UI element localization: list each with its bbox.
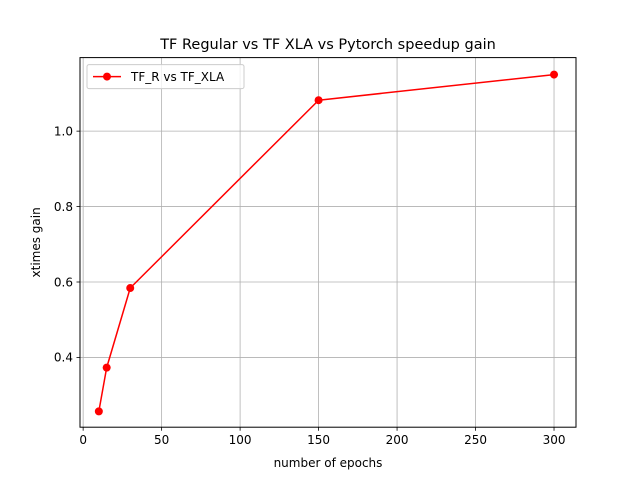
y-axis-label: xtimes gain — [29, 207, 43, 277]
chart-title: TF Regular vs TF XLA vs Pytorch speedup … — [159, 37, 496, 53]
data-point — [314, 96, 323, 105]
axis-ticks: 0 50 100 150 200 250 300 0.4 0.6 0.8 1.0 — [54, 124, 566, 447]
y-tick-label: 0.6 — [54, 275, 73, 289]
x-tick-label: 100 — [229, 433, 252, 447]
legend-series-label: TF_R vs TF_XLA — [130, 70, 225, 84]
y-tick-label: 0.4 — [54, 351, 73, 365]
data-point — [102, 363, 111, 372]
y-tick-label: 0.8 — [54, 200, 73, 214]
x-tick-label: 300 — [543, 433, 566, 447]
x-tick-label: 0 — [79, 433, 87, 447]
plot-frame — [79, 57, 577, 428]
x-axis-label: number of epochs — [274, 456, 383, 470]
x-tick-label: 200 — [386, 433, 409, 447]
grid — [80, 57, 576, 428]
x-tick-label: 50 — [154, 433, 169, 447]
legend-box — [86, 64, 245, 90]
x-tick-label: 250 — [464, 433, 487, 447]
x-tick-label: 150 — [307, 433, 330, 447]
y-tick-label: 1.0 — [54, 124, 73, 138]
data-point — [94, 407, 103, 416]
series-layer — [94, 70, 559, 416]
legend-marker-sample — [103, 72, 111, 81]
data-point — [550, 70, 559, 79]
data-point — [126, 284, 135, 293]
legend: TF_R vs TF_XLA — [86, 64, 245, 90]
